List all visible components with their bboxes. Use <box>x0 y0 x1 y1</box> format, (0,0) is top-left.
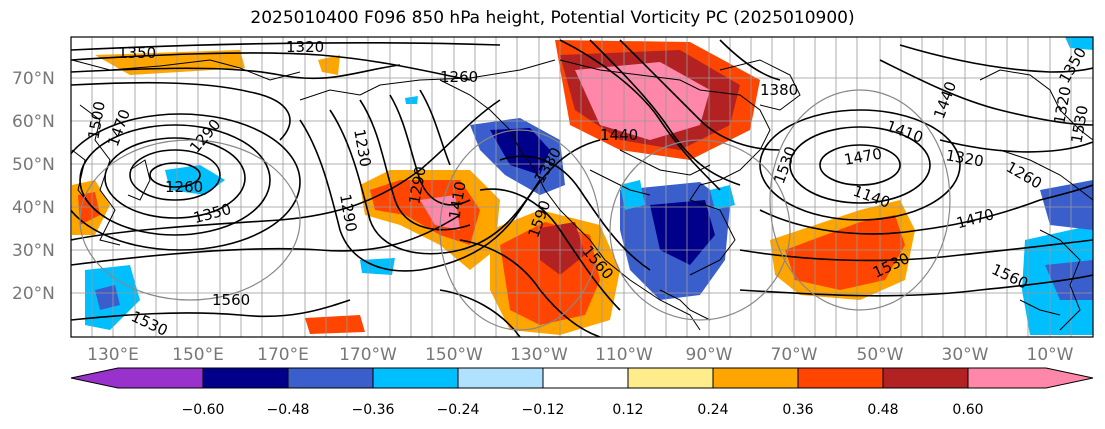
map-border <box>70 36 1094 338</box>
lat-label: 70°N <box>12 69 55 89</box>
lat-label: 30°N <box>12 241 55 261</box>
colorbar-tick: −0.48 <box>267 402 310 418</box>
lat-label: 50°N <box>12 155 55 175</box>
lon-label: 70°W <box>771 345 818 365</box>
colorbar: −0.60 −0.48 −0.36 −0.24 −0.12 0.12 0.24 … <box>70 367 1094 418</box>
colorbar-segment <box>373 368 458 388</box>
colorbar-segment <box>203 368 288 388</box>
lon-label: 150°W <box>425 345 483 365</box>
colorbar-max-arrow <box>1046 368 1093 388</box>
lon-label: 170°E <box>257 345 309 365</box>
lat-label: 20°N <box>12 284 55 304</box>
colorbar-tick: 0.48 <box>867 402 898 418</box>
lon-label: 130°E <box>87 345 139 365</box>
map-title: 2025010400 F096 850 hPa height, Potentia… <box>250 8 855 28</box>
colorbar-tick: −0.24 <box>437 402 480 418</box>
contour-label: 1560 <box>212 291 250 309</box>
height-contours <box>71 39 1093 337</box>
colorbar-tick: 0.60 <box>952 402 983 418</box>
lon-label: 150°E <box>172 345 224 365</box>
colorbar-tick: 0.12 <box>612 402 643 418</box>
longitude-labels: 130°E 150°E 170°E 170°W 150°W 130°W 110°… <box>87 345 1074 365</box>
colorbar-segment <box>628 368 713 388</box>
lon-label: 170°W <box>339 345 397 365</box>
contour-label: 1320 <box>286 38 324 56</box>
lon-label: 10°W <box>1027 345 1074 365</box>
colorbar-segment <box>288 368 373 388</box>
contour-label: 1380 <box>760 81 798 99</box>
colorbar-segment <box>543 368 628 388</box>
lat-label: 60°N <box>12 112 55 132</box>
lon-label: 130°W <box>510 345 568 365</box>
lon-label: 110°W <box>595 345 653 365</box>
projection-arcs <box>79 89 951 331</box>
colorbar-tick: −0.12 <box>522 402 565 418</box>
lon-label: 50°W <box>857 345 904 365</box>
colorbar-segment <box>883 368 968 388</box>
colorbar-min-arrow <box>71 368 118 388</box>
colorbar-tick: 0.24 <box>697 402 728 418</box>
lat-label: 40°N <box>12 198 55 218</box>
contour-label: 1440 <box>600 126 638 144</box>
colorbar-tick: −0.36 <box>352 402 395 418</box>
colorbar-segment <box>968 368 1046 388</box>
contour-label: 1260 <box>165 178 203 196</box>
colorbar-segment <box>798 368 883 388</box>
lon-label: 30°W <box>942 345 989 365</box>
colorbar-segment <box>118 368 203 388</box>
colorbar-segment <box>458 368 543 388</box>
contour-label: 1350 <box>118 44 156 62</box>
contour-label: 1260 <box>440 68 478 86</box>
colorbar-segment <box>713 368 798 388</box>
lon-label: 90°W <box>686 345 733 365</box>
latitude-labels: 70°N 60°N 50°N 40°N 30°N 20°N <box>12 69 55 304</box>
colorbar-tick: −0.60 <box>182 402 225 418</box>
colorbar-tick: 0.36 <box>782 402 813 418</box>
